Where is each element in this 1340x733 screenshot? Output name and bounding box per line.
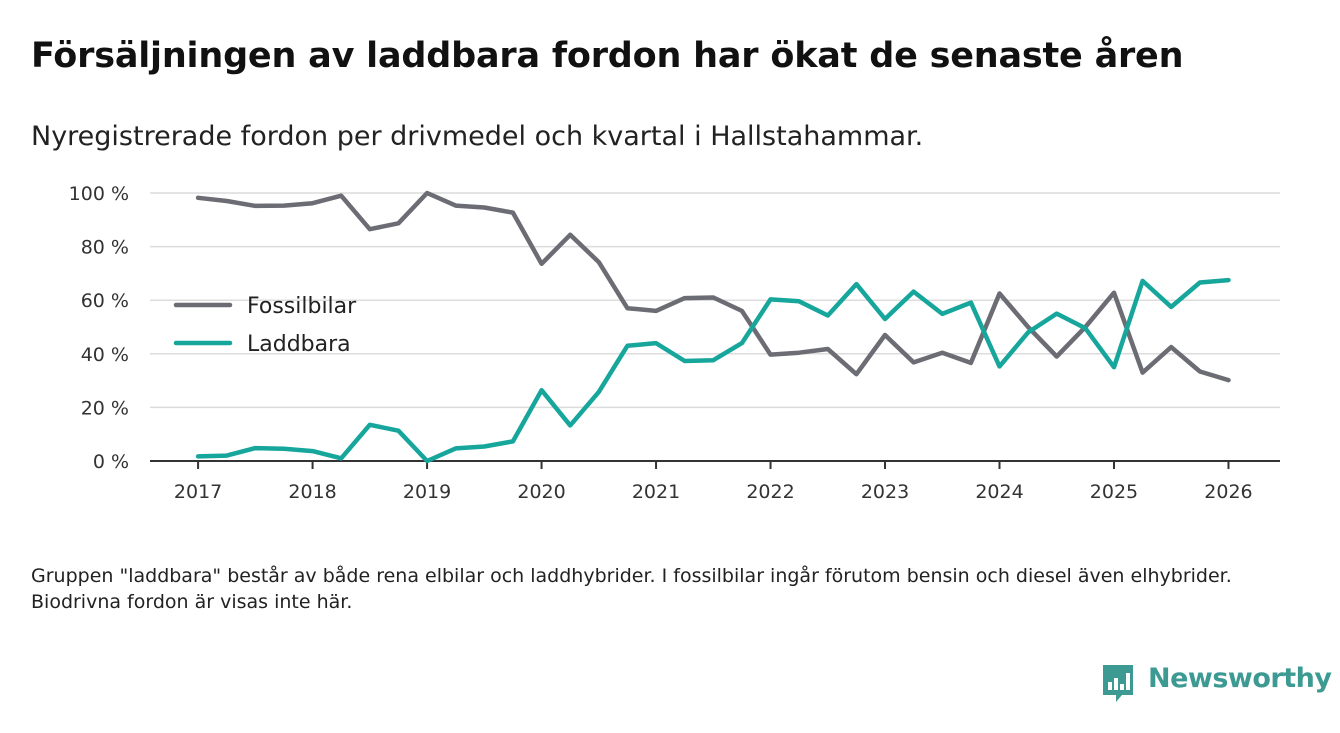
chart-title: Försäljningen av laddbara fordon har öka… xyxy=(31,36,1184,76)
x-tick-label: 2024 xyxy=(975,481,1023,503)
series-line-laddbara xyxy=(195,277,1231,464)
line-chart: 0 % 20 % 40 % 60 % 80 % 100 % 2017 2018 2019 202… xyxy=(69,183,1280,503)
chart-subtitle: Nyregistrerade fordon per drivmedel och … xyxy=(31,121,924,152)
brand-logo: Newsworthy xyxy=(1100,660,1332,704)
bar-chart-icon xyxy=(1103,665,1133,702)
x-tick-label: 2023 xyxy=(861,481,909,503)
x-tick-label: 2026 xyxy=(1204,481,1252,503)
footnote: Gruppen "laddbara" består av både rena e… xyxy=(31,565,1232,613)
y-tick-label: 60 % xyxy=(81,290,129,312)
x-tick-label: 2017 xyxy=(174,481,222,503)
legend-label-laddbara: Laddbara xyxy=(247,332,351,357)
series-lines xyxy=(195,190,1231,464)
x-tick-label: 2018 xyxy=(288,481,336,503)
legend: Fossilbilar Laddbara xyxy=(173,294,357,357)
y-tick-label: 100 % xyxy=(69,183,129,205)
legend-label-fossilbilar: Fossilbilar xyxy=(247,294,357,319)
y-tick-label: 20 % xyxy=(81,397,129,419)
x-tick-label: 2019 xyxy=(403,481,451,503)
y-axis-ticks: 0 % 20 % 40 % 60 % 80 % 100 % xyxy=(69,183,129,473)
x-tick-label: 2020 xyxy=(517,481,565,503)
y-tick-label: 80 % xyxy=(81,237,129,259)
series-line-fossilbilar xyxy=(195,190,1231,383)
y-tick-label: 40 % xyxy=(81,344,129,366)
x-axis-ticks: 2017 2018 2019 2020 2021 2022 2023 2024 2025 2026 xyxy=(174,461,1253,503)
y-tick-label: 0 % xyxy=(93,451,129,473)
x-tick-label: 2025 xyxy=(1090,481,1138,503)
x-tick-label: 2022 xyxy=(746,481,794,503)
x-tick-label: 2021 xyxy=(632,481,680,503)
brand-name: Newsworthy xyxy=(1148,663,1332,694)
